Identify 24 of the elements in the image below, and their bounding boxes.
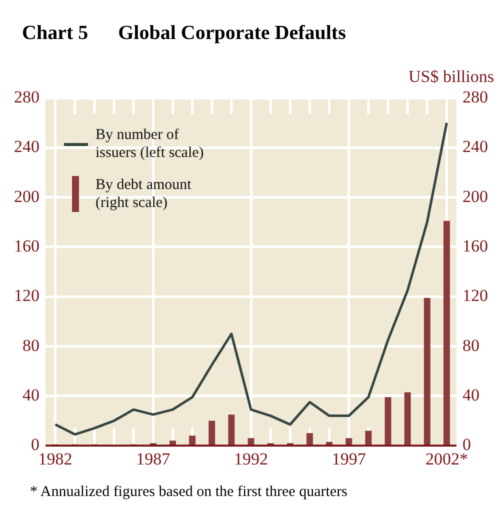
text: * Annualized figures based on the first three quarters [30, 484, 348, 501]
y2-tick-label: 160 [462, 236, 488, 256]
x-tick-label: 1982 [38, 449, 72, 468]
y2-tick-label: 80 [462, 336, 480, 355]
x-tick-label: 1997 [332, 449, 366, 468]
y2-tick-label: 120 [462, 286, 488, 306]
y-tick-label: 80 [22, 336, 40, 355]
x-tick-label: 1987 [136, 449, 171, 468]
y2-axis-title: US$ billions [408, 67, 494, 86]
y2-tick-label: 200 [462, 186, 488, 206]
y2-tick-label: 280 [462, 87, 488, 106]
y-tick-label: 200 [14, 186, 40, 206]
legend-label: By debt amount (right scale) [96, 176, 192, 212]
x-tick-label: 1992 [234, 449, 268, 468]
y-tick-label: 120 [14, 286, 40, 306]
y-tick-label: 280 [14, 87, 40, 106]
y-tick-label: 160 [14, 236, 40, 256]
y-tick-label: 40 [22, 385, 40, 404]
y2-tick-label: 40 [462, 385, 480, 404]
y-tick-label: 240 [14, 137, 40, 156]
legend-label: By number of issuers (left scale) [96, 126, 205, 162]
y-tick-label: 0 [31, 435, 40, 454]
chart-title: Chart 5 Global Corporate Defaults [22, 22, 346, 45]
y2-tick-label: 240 [462, 137, 488, 156]
